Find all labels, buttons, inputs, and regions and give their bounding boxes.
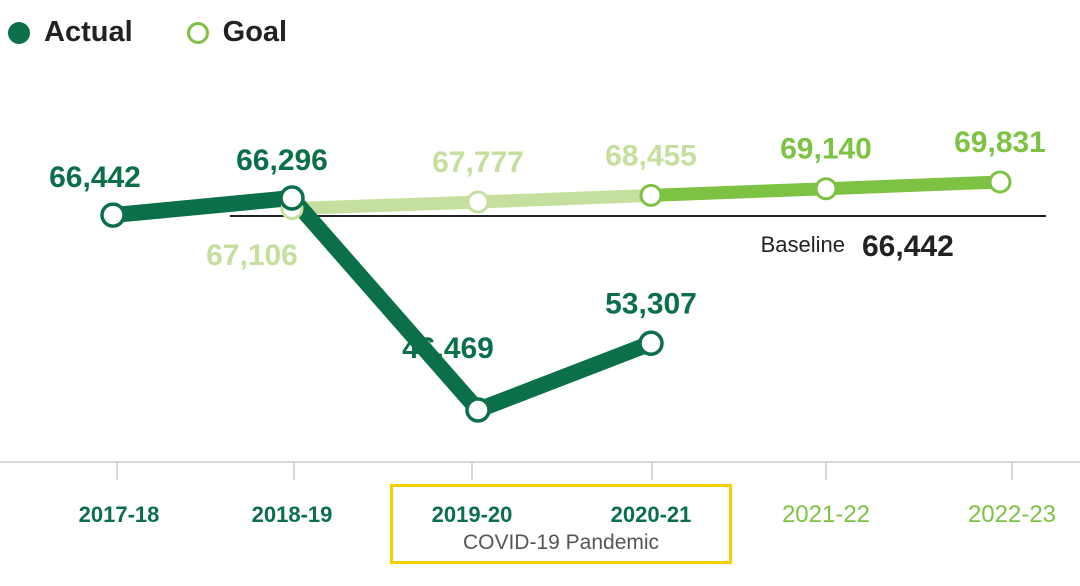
goal-line-segment bbox=[650, 182, 827, 202]
actual-data-label: 53,307 bbox=[605, 287, 697, 320]
x-tick-label: 2022-23 bbox=[968, 501, 1056, 528]
goal-line-segment bbox=[825, 175, 1001, 196]
goal-data-label: 68,455 bbox=[605, 139, 697, 172]
goal-point bbox=[814, 177, 838, 201]
legend-label: Actual bbox=[44, 16, 133, 48]
goal-point bbox=[988, 170, 1012, 194]
x-tick-label: 2017-18 bbox=[79, 502, 160, 527]
goal-point bbox=[639, 183, 663, 207]
actual-point bbox=[279, 185, 305, 211]
legend-goal: Goal bbox=[186, 16, 288, 49]
baseline-label: Baseline bbox=[761, 232, 845, 257]
goal-point bbox=[466, 190, 490, 214]
actual-data-label: 46,469 bbox=[402, 332, 494, 365]
open-circle-icon bbox=[186, 21, 209, 44]
goal-data-label: 67,777 bbox=[432, 146, 524, 179]
actual-line bbox=[112, 190, 654, 418]
actual-data-label: 66,296 bbox=[236, 144, 328, 177]
x-tick-label: 2020-21 bbox=[611, 502, 692, 527]
x-tick-label: 2019-20 bbox=[432, 502, 513, 527]
x-tick-label: 2018-19 bbox=[252, 502, 333, 527]
legend-actual: Actual bbox=[8, 16, 133, 49]
covid-annotation: COVID-19 Pandemic bbox=[462, 531, 660, 554]
actual-point bbox=[100, 202, 126, 228]
actual-point bbox=[465, 397, 491, 423]
goal-data-label: 67,106 bbox=[206, 239, 298, 272]
goal-data-label: 69,831 bbox=[954, 126, 1046, 159]
goal-data-label: 69,140 bbox=[780, 133, 872, 166]
legend-label: Goal bbox=[222, 16, 288, 48]
legend: Actual Goal bbox=[8, 16, 341, 49]
covid-annotation-box: COVID-19 Pandemic bbox=[390, 484, 732, 564]
actual-data-label: 66,442 bbox=[49, 161, 141, 194]
actual-point bbox=[638, 330, 664, 357]
x-tick-label: 2021-22 bbox=[782, 501, 870, 528]
filled-circle-icon bbox=[8, 21, 30, 44]
goal-line-segment bbox=[291, 195, 479, 216]
goal-line-segment bbox=[477, 188, 652, 209]
baseline-value: 66,442 bbox=[862, 230, 954, 263]
